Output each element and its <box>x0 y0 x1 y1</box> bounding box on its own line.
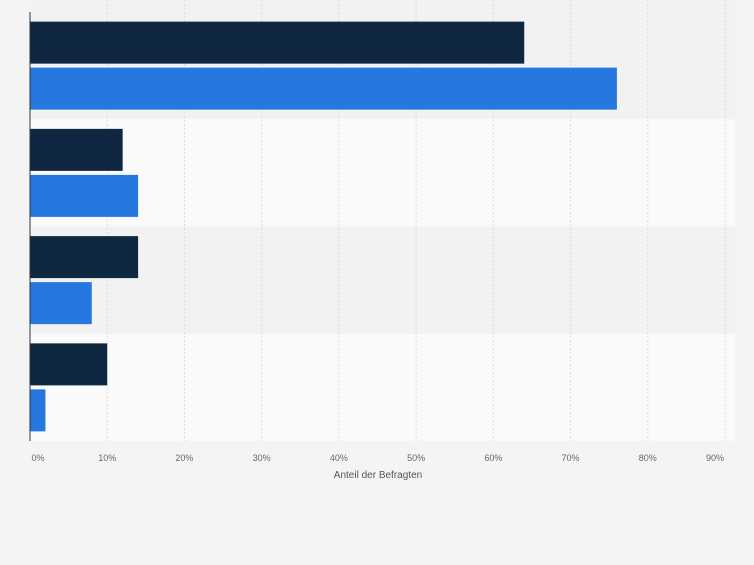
category-band <box>30 226 735 334</box>
bars <box>30 21 617 432</box>
bar-series-1-category-2 <box>30 128 123 171</box>
x-tick-label: 50% <box>407 453 425 463</box>
x-tick-label: 30% <box>253 453 271 463</box>
bar-series-1-category-4 <box>30 343 108 386</box>
x-axis-label: Anteil der Befragten <box>334 470 422 481</box>
bar-series-2-category-4 <box>30 389 46 432</box>
x-tick-label: 20% <box>175 453 193 463</box>
category-band <box>30 333 735 441</box>
bar-series-2-category-3 <box>30 282 92 325</box>
x-tick-label: 80% <box>639 453 657 463</box>
x-tick-label: 10% <box>98 453 116 463</box>
x-tick-label: 90% <box>706 453 724 463</box>
bar-series-1-category-3 <box>30 236 139 279</box>
x-tick-label: 40% <box>330 453 348 463</box>
bar-series-2-category-1 <box>30 67 617 110</box>
category-band <box>30 119 735 227</box>
category-bands <box>30 0 735 441</box>
bar-series-1-category-1 <box>30 21 525 64</box>
bar-series-2-category-2 <box>30 174 139 217</box>
x-tick-label: 70% <box>562 453 580 463</box>
x-axis-ticks: 0% 10% 20% 30% 40% 50% 60% 70% 80% 90% <box>31 453 724 463</box>
x-tick-label: 60% <box>484 453 502 463</box>
x-tick-label: 0% <box>31 453 44 463</box>
